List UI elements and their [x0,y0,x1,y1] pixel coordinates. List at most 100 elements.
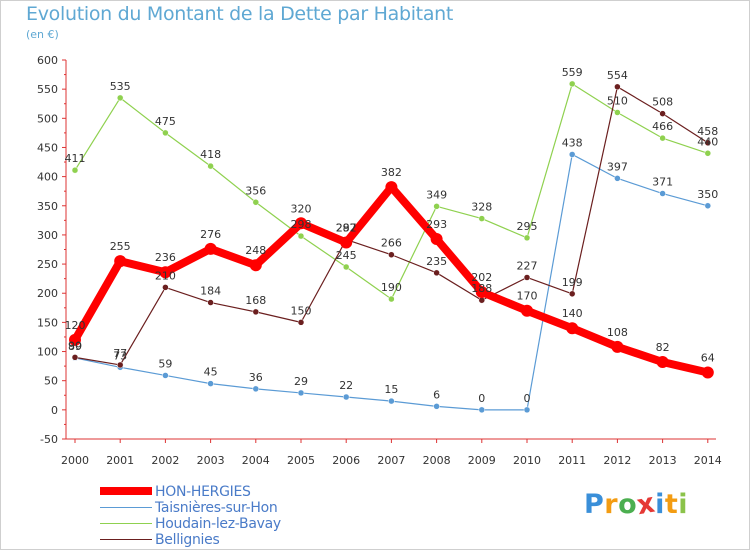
logo-letter: r [604,489,619,520]
data-label: 466 [652,120,673,133]
data-point [433,269,440,277]
data-point [430,233,443,246]
axes: -500501001502002503003504004505005506002… [37,54,722,467]
data-label: 350 [697,188,718,201]
data-point [614,83,621,91]
data-label: 295 [517,220,538,233]
data-label: 184 [200,285,221,298]
data-label: 293 [426,218,447,231]
legend-swatch [100,487,152,495]
data-label: 202 [471,271,492,284]
series-line-3 [74,86,709,366]
data-point [614,175,621,182]
data-label: 554 [607,69,628,82]
data-point [568,290,576,298]
x-tick-label: 2001 [106,454,134,467]
data-label: 235 [426,255,447,268]
legend-label: Houdain-lez-Bavay [155,516,281,532]
data-point [433,203,440,210]
data-label: 510 [607,94,628,107]
data-point [521,304,533,317]
series-layer [69,80,714,414]
data-label: 120 [65,319,86,332]
data-point [204,242,217,255]
data-label: 210 [155,269,176,282]
data-label: 15 [384,383,398,396]
x-tick-label: 2005 [287,454,315,467]
data-point [659,110,666,117]
data-point [252,385,260,393]
y-tick-label: 200 [37,287,58,300]
data-label: 535 [110,80,131,93]
y-tick-label: 250 [37,258,58,271]
y-tick-label: 0 [51,404,58,417]
data-label: 458 [697,125,718,138]
data-point [159,266,172,279]
data-label: 90 [68,339,82,352]
data-point [388,397,395,405]
data-point [388,295,395,303]
data-point [523,274,531,281]
data-label: 382 [381,166,402,179]
y-tick-label: 150 [37,316,58,329]
legend-swatch [100,539,152,540]
logo-letter: P [584,489,605,520]
y-tick-label: 600 [37,54,58,67]
data-label: 276 [200,228,221,241]
data-label: 140 [562,307,583,320]
data-point [162,129,169,137]
data-point [114,255,127,268]
data-label: 371 [652,176,673,189]
x-tick-label: 2009 [468,454,496,467]
data-label: 22 [339,379,353,392]
data-label: 108 [607,326,628,339]
logo-letter: i [655,489,665,520]
logo-letter: t [664,489,679,520]
data-label: 73 [113,349,127,362]
data-label: 6 [433,388,440,401]
y-tick-label: 50 [44,375,58,388]
x-tick-label: 2008 [423,454,451,467]
data-point [297,232,305,240]
data-point [342,393,350,401]
x-tick-label: 2014 [694,454,722,467]
data-point [659,134,666,142]
data-point [69,333,81,346]
data-label: 59 [158,357,172,370]
data-label: 64 [701,352,715,365]
data-label: 559 [562,66,583,79]
data-point [475,286,488,299]
data-label: 287 [336,222,357,235]
x-tick-label: 2013 [649,454,677,467]
data-label: 255 [110,240,131,253]
data-label: 0 [478,392,485,405]
data-label: 266 [381,237,402,250]
y-tick-label: 100 [37,346,58,359]
data-label: 411 [65,152,86,165]
x-tick-label: 2002 [151,454,179,467]
data-label: 320 [291,202,312,215]
data-label: 397 [607,160,628,173]
data-point [342,263,350,271]
data-point [249,259,262,272]
data-point [385,181,398,194]
x-tick-label: 2006 [332,454,360,467]
data-point [568,151,576,158]
data-point [207,380,214,387]
chart-title: Evolution du Montant de la Dette par Hab… [26,3,454,25]
data-point [71,354,79,361]
legend-label: HON-HERGIES [155,484,251,500]
data-label: 29 [294,375,308,388]
x-tick-label: 2012 [603,454,631,467]
data-point [297,389,305,397]
x-tick-label: 2000 [61,454,89,467]
data-point [523,234,531,242]
y-tick-label: 400 [37,171,58,184]
data-point [611,340,624,353]
data-point [162,372,169,379]
data-label: 356 [245,184,266,197]
data-point [704,202,712,210]
data-label: 199 [562,276,583,289]
data-label: 508 [652,96,673,109]
data-label: 236 [155,251,176,264]
